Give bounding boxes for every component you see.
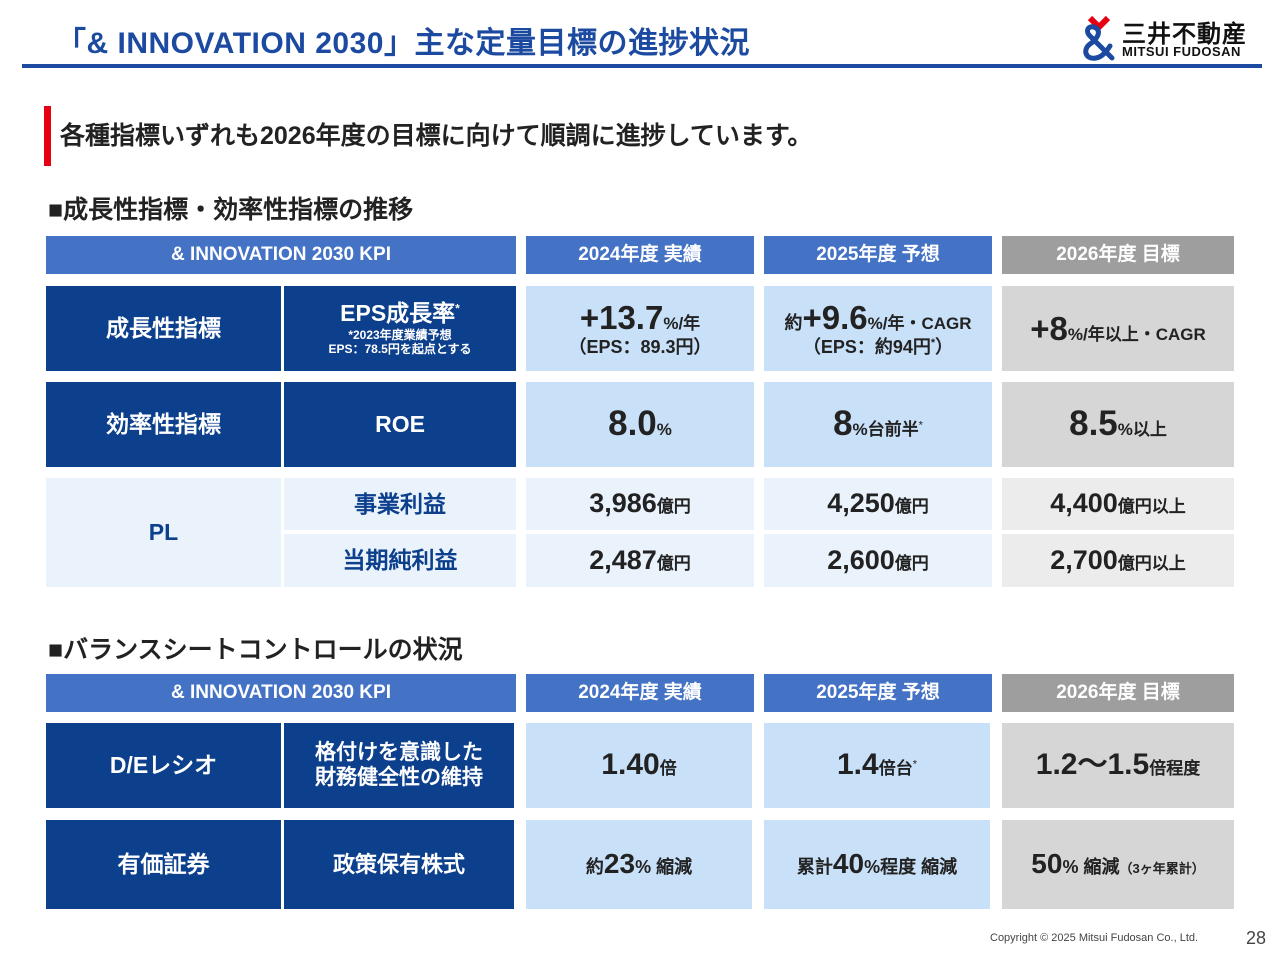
securities-category: 有価証券 bbox=[46, 820, 281, 909]
bs-header-kpi: & INNOVATION 2030 KPI bbox=[46, 674, 516, 712]
eps-growth-2024: +13.7%/年 （EPS：89.3円） bbox=[526, 286, 754, 371]
net-income-2026: 2,700億円以上 bbox=[1002, 534, 1234, 587]
roe-2026: 8.5%以上 bbox=[1002, 382, 1234, 467]
de-ratio-category: D/Eレシオ bbox=[46, 723, 281, 808]
business-profit-2025: 4,250億円 bbox=[764, 478, 992, 530]
header-kpi: & INNOVATION 2030 KPI bbox=[46, 236, 516, 274]
de-ratio-metric: 格付けを意識した 財務健全性の維持 bbox=[284, 723, 514, 808]
bs-header-fy2024: 2024年度 実績 bbox=[526, 674, 754, 712]
securities-2026: 50% 縮減（3ヶ年累計） bbox=[1002, 820, 1234, 909]
securities-2024: 約23% 縮減 bbox=[526, 820, 752, 909]
securities-2025: 累計40%程度 縮減 bbox=[764, 820, 990, 909]
cross-shareholdings-metric: 政策保有株式 bbox=[284, 820, 514, 909]
header-fy2026: 2026年度 目標 bbox=[1002, 236, 1234, 274]
efficiency-category: 効率性指標 bbox=[46, 382, 281, 467]
business-profit-2024: 3,986億円 bbox=[526, 478, 754, 530]
eps-note-1: *2023年度業績予想 bbox=[348, 327, 452, 342]
de-ratio-2024: 1.40倍 bbox=[526, 723, 752, 808]
lead-message: 各種指標いずれも2026年度の目標に向けて順調に進捗しています。 bbox=[60, 122, 813, 150]
section-balance-sheet-heading: ■バランスシートコントロールの状況 bbox=[48, 636, 463, 664]
eps-growth-2026: +8%/年以上・CAGR bbox=[1002, 286, 1234, 371]
de-ratio-2026: 1.2～1.5倍程度 bbox=[1002, 723, 1234, 808]
pl-category: PL bbox=[46, 478, 281, 587]
page-title: 「& INNOVATION 2030」主な定量目標の進捗状況 bbox=[56, 27, 750, 60]
net-income-2024: 2,487億円 bbox=[526, 534, 754, 587]
eps-growth-title: EPS成長率* bbox=[340, 300, 460, 327]
net-income-metric: 当期純利益 bbox=[284, 534, 516, 587]
business-profit-metric: 事業利益 bbox=[284, 478, 516, 530]
copyright: Copyright © 2025 Mitsui Fudosan Co., Ltd… bbox=[990, 932, 1199, 944]
de-ratio-2025: 1.4倍台* bbox=[764, 723, 990, 808]
eps-growth-2025: 約+9.6%/年・CAGR （EPS：約94円*） bbox=[764, 286, 992, 371]
header-fy2024: 2024年度 実績 bbox=[526, 236, 754, 274]
eps-growth-metric: EPS成長率* *2023年度業績予想 EPS：78.5円を起点とする bbox=[284, 286, 516, 371]
title-underline bbox=[22, 64, 1262, 68]
roe-2024: 8.0% bbox=[526, 382, 754, 467]
net-income-2025: 2,600億円 bbox=[764, 534, 992, 587]
page-number: 28 bbox=[1246, 928, 1267, 948]
eps-note-2: EPS：78.5円を起点とする bbox=[328, 341, 472, 356]
mitsui-fudosan-logo-icon bbox=[1083, 15, 1115, 61]
bs-header-fy2026: 2026年度 目標 bbox=[1002, 674, 1234, 712]
header-fy2025: 2025年度 予想 bbox=[764, 236, 992, 274]
section-growth-efficiency-heading: ■成長性指標・効率性指標の推移 bbox=[48, 196, 414, 224]
logo-japanese: 三井不動産 bbox=[1122, 21, 1247, 48]
roe-metric: ROE bbox=[284, 382, 516, 467]
bs-header-fy2025: 2025年度 予想 bbox=[764, 674, 992, 712]
lead-accent-bar bbox=[44, 106, 51, 166]
business-profit-2026: 4,400億円以上 bbox=[1002, 478, 1234, 530]
logo-english: MITSUI FUDOSAN bbox=[1122, 44, 1241, 59]
growth-category: 成長性指標 bbox=[46, 286, 281, 371]
roe-2025: 8%台前半* bbox=[764, 382, 992, 467]
